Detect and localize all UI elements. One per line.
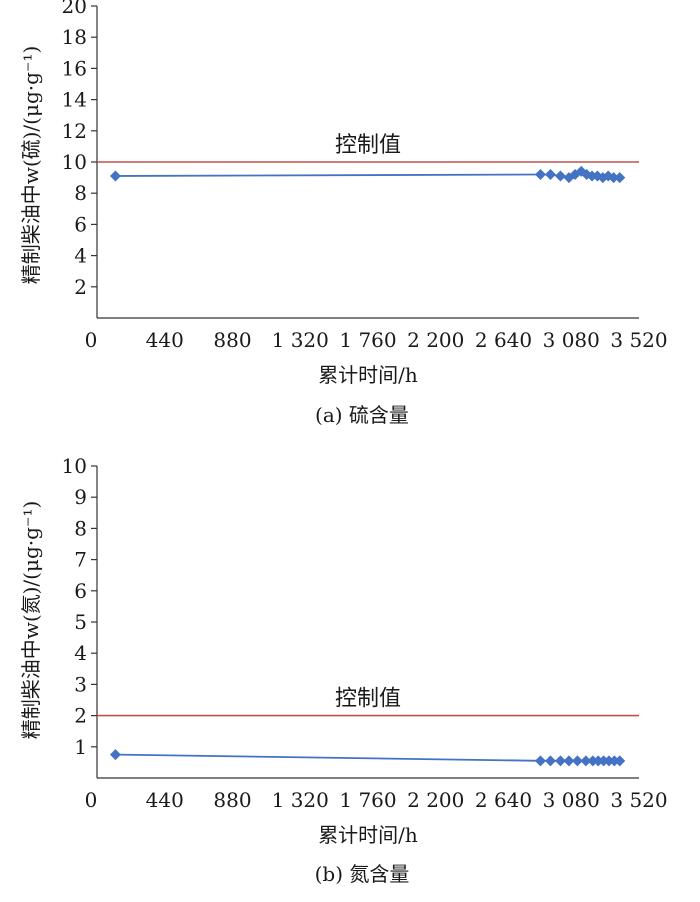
y-tick-label: 2 [74, 704, 87, 728]
y-tick-label: 2 [74, 275, 87, 299]
chart-sulfur: 2 4 6 8 10 12 14 16 18 20 0 440 880 1 320 1 760 2 200 2… [19, 0, 668, 427]
x-tick-label: 440 [146, 788, 184, 812]
x-tick-label: 3 520 [610, 788, 667, 812]
y-tick-label: 16 [62, 56, 87, 80]
y-tick-label: 7 [74, 548, 87, 572]
x-tick-labels: 0 440 880 1 320 1 760 2 200 2 640 3 080 3 520 [85, 788, 668, 812]
y-tick-label: 3 [74, 672, 87, 696]
y-tick-labels: 1 2 3 4 5 6 7 8 9 10 [62, 454, 87, 759]
x-tick-label: 2 200 [407, 788, 464, 812]
y-axis-title: 精制柴油中w(氮)/(μg·g⁻¹) [19, 501, 43, 740]
y-tick-label: 9 [74, 485, 87, 509]
y-tick-marks [91, 465, 97, 748]
x-tick-label: 2 640 [475, 788, 532, 812]
y-tick-label: 8 [74, 516, 87, 540]
data-point [109, 749, 121, 761]
data-point [544, 755, 556, 767]
x-tick-label: 3 520 [610, 328, 667, 352]
series-markers [109, 749, 626, 767]
control-label: 控制值 [335, 687, 401, 712]
x-tick-labels: 0 440 880 1 320 1 760 2 200 2 640 3 080 3 520 [85, 328, 668, 352]
y-tick-marks [91, 5, 97, 288]
y-tick-label: 5 [74, 610, 87, 634]
data-point [614, 172, 626, 184]
data-point [554, 755, 566, 767]
y-tick-labels: 2 4 6 8 10 12 14 16 18 20 [62, 0, 87, 299]
chart-caption: (a) 硫含量 [315, 403, 409, 427]
y-tick-label: 20 [62, 0, 87, 18]
x-tick-label: 0 [85, 328, 98, 352]
data-point [580, 755, 592, 767]
y-tick-label: 4 [74, 244, 87, 268]
y-tick-label: 8 [74, 181, 87, 205]
data-point [534, 168, 546, 180]
data-point [109, 170, 121, 182]
x-tick-label: 0 [85, 788, 98, 812]
chart-nitrogen: 1 2 3 4 5 6 7 8 9 10 0 440 880 1 320 1 760 2 200 2 640 3… [19, 454, 668, 886]
y-tick-label: 10 [62, 454, 87, 478]
x-axis-title: 累计时间/h [318, 363, 418, 387]
y-tick-label: 10 [62, 150, 87, 174]
series-markers [109, 165, 626, 184]
x-tick-label: 3 080 [543, 328, 600, 352]
x-tick-label: 2 200 [407, 328, 464, 352]
y-axis-title: 精制柴油中w(硫)/(μg·g⁻¹) [19, 46, 43, 285]
x-tick-label: 440 [146, 328, 184, 352]
data-point [534, 755, 546, 767]
chart-caption: (b) 氮含量 [315, 862, 410, 886]
data-point [544, 168, 556, 180]
y-tick-label: 6 [74, 212, 87, 236]
x-tick-label: 880 [213, 328, 251, 352]
x-axis-title: 累计时间/h [318, 823, 418, 847]
y-tick-label: 6 [74, 579, 87, 603]
data-point [563, 755, 575, 767]
control-label: 控制值 [335, 133, 401, 158]
y-tick-label: 4 [74, 641, 87, 665]
x-tick-label: 1 320 [272, 788, 329, 812]
y-tick-label: 14 [62, 88, 87, 112]
data-point [571, 755, 583, 767]
y-tick-label: 18 [62, 25, 87, 49]
y-tick-label: 12 [62, 119, 87, 143]
data-point [614, 755, 626, 767]
x-tick-label: 1 760 [339, 788, 396, 812]
x-tick-label: 2 640 [475, 328, 532, 352]
x-tick-label: 3 080 [543, 788, 600, 812]
x-tick-label: 880 [213, 788, 251, 812]
x-tick-label: 1 760 [339, 328, 396, 352]
data-point [554, 170, 566, 182]
data-point [608, 172, 620, 184]
x-tick-label: 1 320 [272, 328, 329, 352]
y-tick-label: 1 [74, 735, 87, 759]
